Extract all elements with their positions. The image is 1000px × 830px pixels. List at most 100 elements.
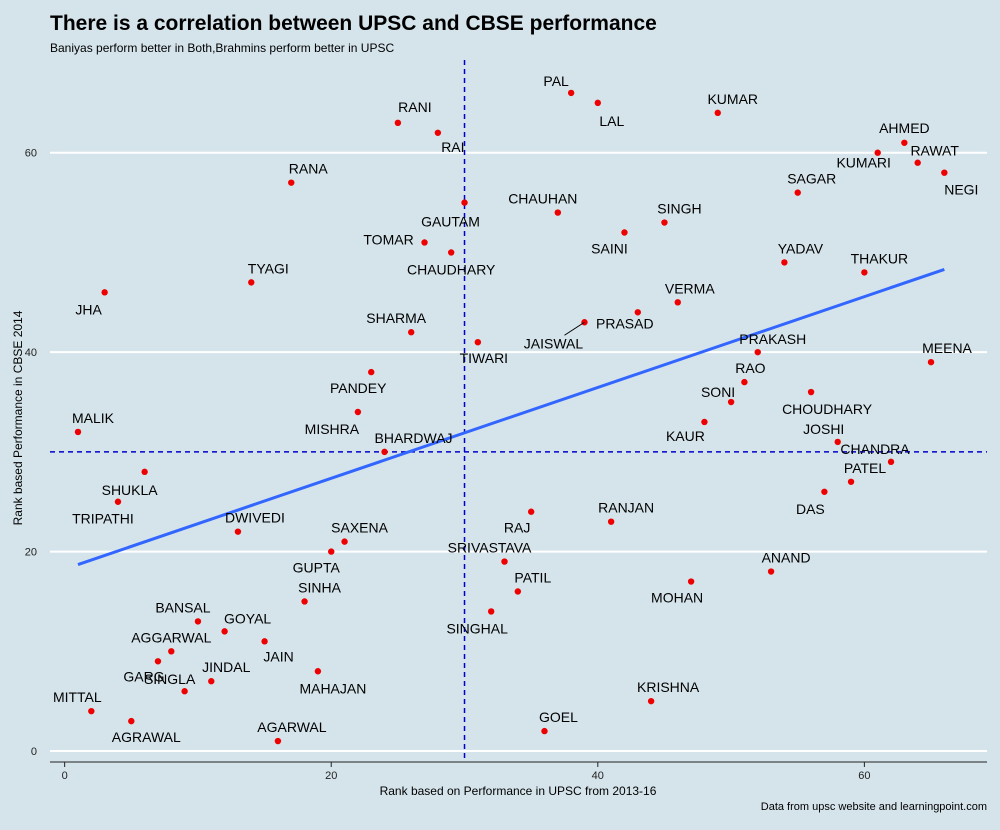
- grid-lines: [50, 151, 987, 753]
- point-label: TYAGI: [248, 260, 289, 276]
- point-label: AGARWAL: [257, 719, 326, 735]
- point-label: SRIVASTAVA: [448, 540, 532, 556]
- point-label: AGGARWAL: [131, 629, 211, 645]
- point-label: YADAV: [778, 240, 824, 256]
- point-label: BHARDWAJ: [375, 430, 453, 446]
- point-label: SINHA: [298, 579, 341, 595]
- data-point: [208, 678, 215, 685]
- point-label: RANJAN: [598, 500, 654, 516]
- chart-subtitle: Baniyas perform better in Both,Brahmins …: [50, 41, 395, 55]
- data-point: [221, 628, 228, 635]
- data-point: [914, 159, 921, 166]
- data-point: [394, 119, 402, 127]
- data-point: [194, 618, 202, 625]
- data-point: [461, 199, 468, 206]
- point-label: MALIK: [72, 410, 115, 426]
- point-label: CHAUHAN: [508, 191, 577, 207]
- data-point: [821, 488, 828, 495]
- data-point: [781, 259, 788, 266]
- data-point: [368, 368, 375, 376]
- data-point: [621, 229, 628, 236]
- x-tick-label: 60: [858, 770, 870, 782]
- data-point: [634, 309, 641, 316]
- y-tick-label: 40: [25, 347, 37, 359]
- data-point: [341, 538, 348, 545]
- point-label: GUPTA: [293, 560, 341, 576]
- point-label: THAKUR: [851, 250, 909, 266]
- point-label: DAS: [796, 501, 825, 517]
- point-label: MITTAL: [53, 689, 102, 705]
- data-point: [834, 438, 841, 446]
- point-label: JHA: [75, 301, 102, 317]
- y-tick-label: 20: [25, 547, 37, 559]
- point-label: LAL: [599, 113, 624, 129]
- data-point: [754, 348, 761, 356]
- point-label: TOMAR: [363, 231, 413, 247]
- axes: 0 20 40 60 0 20 40 60: [25, 148, 987, 782]
- chart-caption: Data from upsc website and learningpoint…: [761, 801, 987, 813]
- trend-line-group: [77, 267, 945, 566]
- point-label: RANI: [398, 99, 431, 115]
- point-label: SAXENA: [331, 520, 388, 536]
- data-point: [181, 688, 188, 695]
- point-label: RAJ: [504, 520, 530, 536]
- data-point: [474, 338, 482, 346]
- point-label: JINDAL: [202, 659, 250, 675]
- point-label: MEENA: [922, 340, 972, 356]
- point-label: GOEL: [539, 709, 578, 725]
- data-point: [581, 319, 588, 326]
- point-label: KUMAR: [707, 91, 758, 107]
- data-point: [301, 598, 308, 605]
- point-label: PAL: [543, 73, 569, 89]
- data-point: [288, 179, 295, 186]
- data-point: [88, 707, 95, 715]
- reference-lines: [50, 60, 987, 762]
- data-point: [794, 189, 801, 196]
- x-tick-label: 20: [325, 770, 337, 782]
- point-label: AGRAWAL: [112, 729, 181, 745]
- point-label: PATEL: [844, 460, 886, 476]
- point-label: MOHAN: [651, 590, 703, 606]
- point-label: GARG: [123, 668, 164, 684]
- data-point: [114, 498, 122, 505]
- data-point: [607, 518, 615, 525]
- point-label: PATIL: [514, 569, 551, 585]
- data-point: [727, 398, 735, 406]
- data-point: [168, 648, 175, 655]
- data-point: [328, 548, 335, 555]
- x-axis-title: Rank based on Performance in UPSC from 2…: [380, 784, 657, 798]
- data-point: [687, 578, 695, 585]
- data-point: [141, 468, 148, 476]
- data-points: [74, 89, 948, 745]
- point-label: SHUKLA: [102, 482, 159, 498]
- data-point: [408, 329, 415, 336]
- point-label: SHARMA: [366, 310, 427, 326]
- point-label: MISHRA: [305, 421, 360, 437]
- data-point: [261, 638, 268, 645]
- data-point: [741, 378, 748, 386]
- point-label: NEGI: [944, 182, 978, 198]
- data-point: [381, 448, 388, 456]
- point-label: RAO: [735, 360, 765, 376]
- point-label: RANA: [289, 161, 329, 177]
- data-point: [447, 249, 455, 256]
- data-point: [274, 737, 282, 745]
- data-point: [874, 149, 881, 156]
- point-label: CHOUDHARY: [782, 401, 873, 417]
- data-point: [901, 139, 908, 146]
- data-point: [248, 279, 255, 286]
- data-point: [714, 109, 721, 117]
- point-label: DWIVEDI: [225, 510, 285, 526]
- data-point: [767, 568, 775, 575]
- data-point: [487, 608, 495, 615]
- data-point: [128, 717, 135, 725]
- point-label: TRIPATHI: [72, 511, 134, 527]
- data-point: [807, 388, 815, 396]
- data-point: [847, 478, 855, 485]
- point-label: JOSHI: [803, 421, 844, 437]
- point-labels: PAL LAL KUMAR RANI RAI AHMED KUMARI RAWAT NEGI RA…: [53, 73, 979, 745]
- point-label: CHANDRA: [840, 441, 910, 457]
- point-label: JAISWAL: [524, 335, 584, 351]
- point-label: KAUR: [666, 428, 705, 444]
